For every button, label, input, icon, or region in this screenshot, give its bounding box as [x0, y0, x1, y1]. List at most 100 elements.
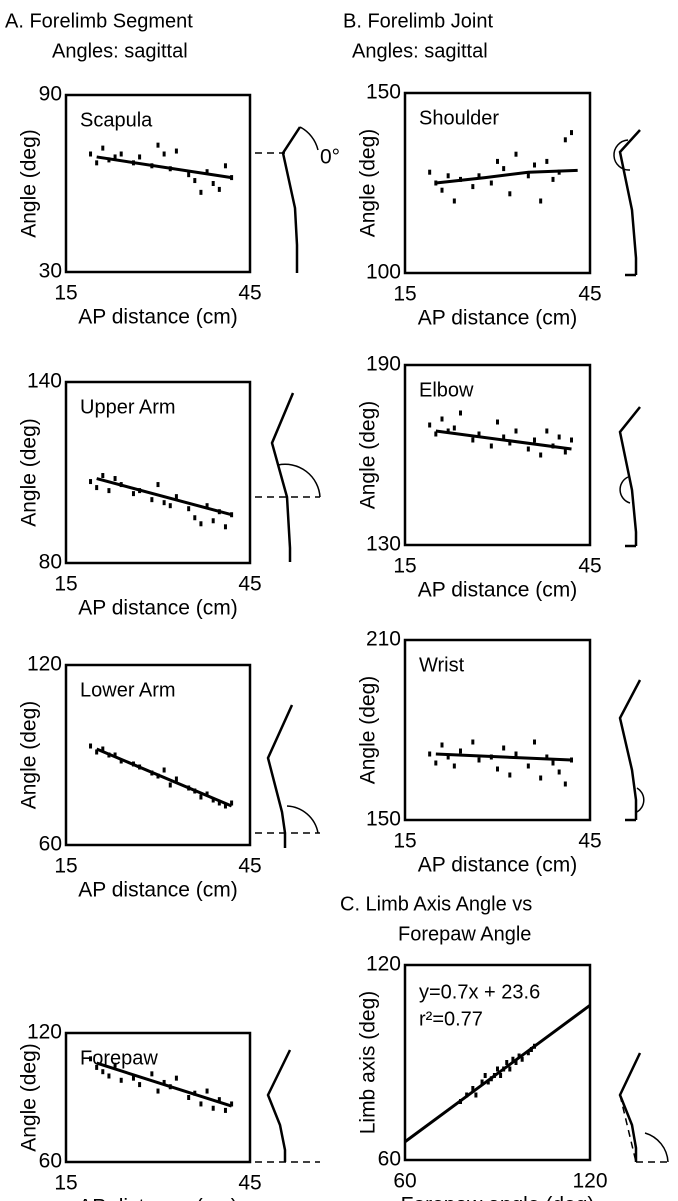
angle-label: 0° [320, 146, 340, 169]
data-point [174, 148, 178, 154]
data-point [471, 184, 475, 190]
panel-heading: C. Limb Axis Angle vs [340, 893, 532, 915]
plot-area [428, 410, 573, 458]
limb-diagram [618, 406, 641, 546]
y-tick-label: 30 [39, 260, 62, 283]
data-point [502, 166, 506, 172]
data-point [211, 1105, 215, 1111]
data-point [211, 518, 215, 524]
data-point [138, 154, 142, 160]
panel-title: Forepaw [80, 1047, 158, 1069]
y-tick-label: 80 [39, 551, 62, 574]
data-point [570, 437, 573, 443]
data-point [101, 746, 105, 752]
plot-area [428, 739, 573, 787]
data-point [545, 754, 549, 760]
data-point [150, 497, 154, 503]
fit-line [435, 429, 572, 451]
data-point [533, 739, 536, 745]
y-tick-label: 150 [366, 808, 401, 831]
data-point [446, 754, 450, 760]
plot-frame [403, 363, 592, 547]
data-point [474, 1092, 478, 1098]
x-tick-label: 15 [393, 830, 416, 853]
data-point [119, 151, 123, 157]
data-point [477, 757, 481, 763]
data-point [502, 745, 506, 751]
data-point [434, 760, 438, 766]
data-point [211, 797, 215, 803]
data-point [113, 476, 117, 482]
data-point [496, 419, 499, 425]
panel-heading: A. Forelimb Segment [5, 10, 193, 32]
y-axis-label: Angle (deg) [357, 676, 380, 785]
data-point [459, 410, 462, 416]
data-point [89, 743, 93, 749]
data-point [131, 491, 135, 497]
data-point [101, 473, 105, 479]
data-point [446, 428, 450, 434]
fit-line [96, 477, 232, 517]
data-point [471, 739, 475, 745]
y-axis-label: Angle (deg) [18, 129, 41, 238]
y-tick-label: 150 [366, 81, 401, 104]
x-axis-label: AP distance (cm) [418, 307, 578, 330]
data-point [162, 500, 166, 506]
data-point [514, 428, 518, 434]
y-tick-label: 120 [27, 653, 62, 676]
data-point [563, 137, 567, 143]
data-point [563, 781, 567, 787]
x-axis-label: AP distance (cm) [78, 306, 238, 329]
data-point [570, 130, 573, 136]
data-point [193, 515, 197, 521]
data-point [113, 154, 117, 160]
data-point [459, 748, 462, 754]
data-point [533, 162, 536, 168]
x-axis-label: AP distance (cm) [418, 854, 578, 877]
data-point [489, 180, 493, 186]
y-tick-label: 210 [366, 628, 401, 651]
data-point [199, 521, 203, 527]
data-point [119, 758, 123, 764]
angle-arc [636, 787, 645, 813]
x-axis-label: AP distance (cm) [418, 579, 578, 602]
data-point [223, 524, 227, 530]
plot-area [89, 1056, 234, 1113]
data-point [162, 1079, 166, 1085]
data-point [199, 1101, 203, 1107]
y-axis-label: Angle (deg) [18, 418, 41, 527]
y-tick-label: 140 [27, 370, 62, 393]
plot-area [428, 130, 578, 204]
x-tick-label: 45 [578, 830, 601, 853]
limb-diagram [281, 126, 302, 273]
data-point [199, 794, 203, 800]
data-point [174, 1075, 178, 1081]
plot-frame [403, 638, 592, 822]
limb-diagram [618, 1052, 642, 1162]
data-point [174, 776, 178, 782]
fit-line [435, 168, 578, 185]
x-tick-label: 15 [54, 1172, 77, 1195]
data-point [205, 169, 209, 175]
data-point [119, 1077, 123, 1083]
data-point [428, 751, 432, 757]
r-squared: r²=0.77 [419, 1008, 483, 1030]
data-point [452, 425, 456, 431]
panel-title: Lower Arm [80, 679, 176, 701]
equation: y=0.7x + 23.6 [419, 981, 540, 1003]
plot-frame [64, 93, 252, 274]
data-point [89, 1056, 93, 1062]
data-point [156, 1088, 160, 1094]
y-tick-label: 130 [366, 533, 401, 556]
data-point [526, 763, 530, 769]
data-point [131, 1075, 135, 1081]
data-point [107, 488, 111, 494]
data-point [539, 775, 543, 781]
limb-diagram [618, 679, 642, 820]
data-point [511, 1056, 515, 1062]
panel-title: Elbow [419, 379, 474, 401]
y-axis-label: Angle (deg) [357, 129, 380, 238]
plot-area [405, 1004, 590, 1144]
data-point [477, 431, 481, 437]
x-tick-label: 45 [238, 573, 261, 596]
